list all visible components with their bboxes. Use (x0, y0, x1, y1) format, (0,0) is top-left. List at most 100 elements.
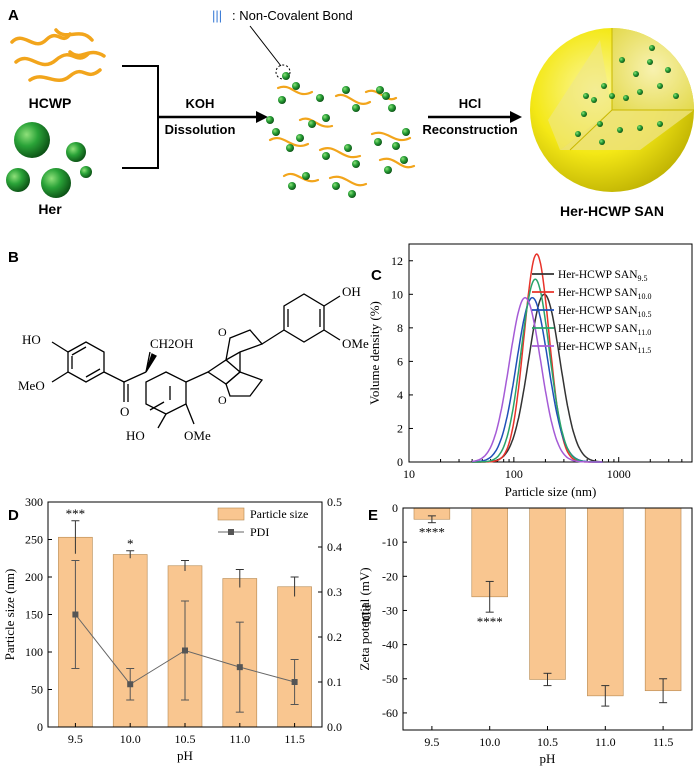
chart-c-ytick-label: 12 (391, 254, 403, 268)
chart-e-xtick-label: 11.5 (653, 735, 674, 749)
bond-legend-text: : Non-Covalent Bond (232, 8, 353, 23)
struct-label-meo: MeO (18, 378, 45, 393)
her-molecule-dot (266, 116, 274, 124)
chart-c-ytick-label: 2 (397, 421, 403, 435)
her-molecule-dot (382, 92, 390, 100)
chart-c-ytick-label: 0 (397, 455, 403, 469)
her-spheres-graphic (6, 122, 92, 198)
bond-legend-symbol: ||| (212, 8, 222, 23)
chart-d-ytick-label: 300 (25, 495, 43, 509)
chart-d-y2tick-label: 0.2 (327, 630, 342, 644)
panel-a-letter: A (8, 7, 19, 24)
chart-d-xtick-label: 9.5 (68, 732, 83, 746)
chart-d-bar (112, 554, 148, 728)
step1-reagent: KOH (186, 96, 215, 111)
encapsulated-her-dot (619, 57, 625, 63)
chart-c-xtick-label: 1000 (607, 467, 631, 481)
chart-e-xtick-label: 11.0 (595, 735, 616, 749)
struct-label-oh-top: OH (342, 284, 361, 299)
chart-d-y2tick-label: 0.3 (327, 585, 342, 599)
chart-c-ytick-label: 6 (397, 354, 403, 368)
chart-e-ytick-label: -40 (382, 638, 398, 652)
encapsulated-her-dot (617, 127, 623, 133)
struct-label-ome-top: OMe (342, 336, 369, 351)
chart-c-xlabel: Particle size (nm) (505, 484, 597, 499)
chart-d-ytick-label: 200 (25, 570, 43, 584)
encapsulated-her-dot (647, 59, 653, 65)
chart-c-xtick-label: 10 (403, 467, 415, 481)
chart-d-legend-bar-swatch (217, 507, 245, 521)
hcwp-label: HCWP (29, 95, 72, 111)
chart-d-significance: *** (66, 506, 86, 521)
chart-c-ytick-label: 4 (397, 388, 403, 402)
chart-e-xtick-label: 10.0 (479, 735, 500, 749)
dissolution-arrowhead (256, 111, 268, 123)
chart-c-legend-label: Her-HCWP SAN11.5 (558, 341, 651, 355)
encapsulated-her-dot (581, 111, 587, 117)
her-molecule-dot (272, 128, 280, 136)
struct-label-ho-ring: HO (126, 428, 145, 443)
herpetin-structure-graphic (51, 293, 341, 429)
chart-e-bar (529, 507, 566, 680)
chart-c-legend-label: Her-HCWP SAN10.0 (558, 287, 652, 301)
struct-label-furan-o-bottom: O (218, 393, 227, 407)
chart-d-ytick-label: 100 (25, 645, 43, 659)
her-molecule-dot (316, 94, 324, 102)
chart-d-y2tick-label: 0.4 (327, 540, 342, 554)
chart-d-xtick-label: 10.0 (120, 732, 141, 746)
her-molecule-dot (322, 114, 330, 122)
chart-d-pdi-point (236, 664, 243, 671)
her-molecule-dot (292, 82, 300, 90)
chart-d-y2label: PDI (359, 604, 374, 625)
her-molecule-dot (348, 190, 356, 198)
chart-d-xtick-label: 11.5 (284, 732, 305, 746)
her-molecule-dot (332, 182, 340, 190)
chart-e-significance: **** (477, 614, 503, 629)
panel-e: E **** **** 0 -10 -20 -30 -40 -50 -60 9.5 10.0 10.5… (357, 501, 693, 766)
chart-c-ylabel: Volume density (%) (367, 301, 382, 405)
encapsulated-her-dot (575, 131, 581, 137)
step2-reagent: HCl (459, 96, 481, 111)
chart-e-xlabel: pH (540, 751, 556, 766)
panel-c-letter: C (371, 267, 382, 284)
her-molecule-dot (352, 104, 360, 112)
chart-d-pdi-point (182, 647, 188, 654)
chart-d-ytick-label: 150 (25, 608, 43, 622)
her-label: Her (38, 201, 62, 217)
her-molecule-dot (344, 144, 352, 152)
her-molecule-dot (342, 86, 350, 94)
her-molecule-dot (302, 172, 310, 180)
chart-e-significance: **** (419, 525, 445, 540)
encapsulated-her-dot (623, 95, 629, 101)
chart-e-bar (644, 507, 682, 692)
chart-c-ytick-label: 8 (397, 321, 403, 335)
chart-c-xtick-label: 100 (505, 467, 523, 481)
panel-d-letter: D (8, 507, 19, 524)
panel-b: B (8, 249, 369, 443)
chart-e-ytick-label: -50 (382, 672, 398, 686)
panel-a: A HCWP (6, 7, 694, 219)
struct-label-ch2oh: CH2OH (150, 336, 193, 351)
her-molecule-dot (392, 142, 400, 150)
panel-e-letter: E (368, 507, 378, 524)
chart-d-y2tick-label: 0.0 (327, 720, 342, 734)
her-hcwp-san-sphere (530, 28, 694, 192)
encapsulated-her-dot (657, 83, 663, 89)
chart-c-frame (408, 243, 693, 463)
chart-d-y2tick-label: 0.1 (327, 675, 342, 689)
encapsulated-her-dot (609, 93, 615, 99)
her-molecule-dot (282, 72, 290, 80)
her-molecule-dot (402, 128, 410, 136)
encapsulated-her-dot (637, 125, 643, 131)
chart-e-ytick-label: 0 (392, 501, 398, 515)
chart-c-series-line (472, 253, 603, 463)
chart-e-ytick-label: -30 (382, 603, 398, 617)
her-molecule-dot (278, 96, 286, 104)
her-molecule-dot (288, 182, 296, 190)
chart-d-legend-line-label: PDI (250, 525, 269, 539)
dissolved-mixture-graphic (266, 72, 416, 198)
chart-d-significance: * (127, 536, 134, 551)
encapsulated-her-dot (657, 121, 663, 127)
step1-process: Dissolution (165, 122, 236, 137)
